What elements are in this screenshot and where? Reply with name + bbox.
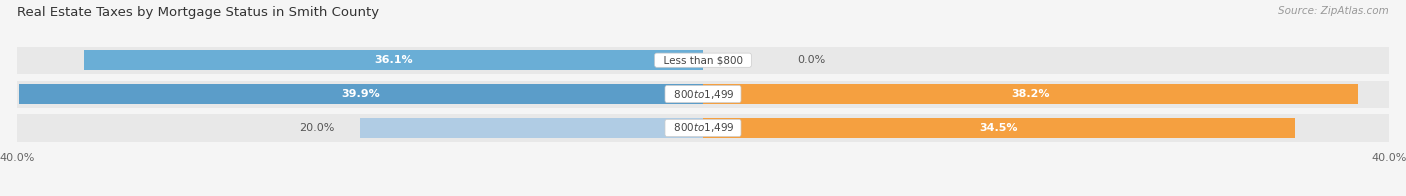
Text: Real Estate Taxes by Mortgage Status in Smith County: Real Estate Taxes by Mortgage Status in … (17, 6, 380, 19)
Text: 38.2%: 38.2% (1011, 89, 1050, 99)
Bar (703, 84, 1358, 104)
Text: Less than $800: Less than $800 (657, 55, 749, 65)
Text: 20.0%: 20.0% (299, 123, 335, 133)
Text: 0.0%: 0.0% (797, 55, 825, 65)
Bar (18, 84, 703, 104)
Bar (360, 118, 703, 138)
Text: Source: ZipAtlas.com: Source: ZipAtlas.com (1278, 6, 1389, 16)
Text: $800 to $1,499: $800 to $1,499 (666, 122, 740, 134)
Text: 36.1%: 36.1% (374, 55, 413, 65)
Text: 34.5%: 34.5% (980, 123, 1018, 133)
Text: 39.9%: 39.9% (342, 89, 380, 99)
Bar (17, 47, 1389, 74)
Text: $800 to $1,499: $800 to $1,499 (666, 88, 740, 101)
Bar (17, 114, 1389, 142)
Bar (84, 50, 703, 70)
Bar (703, 118, 1295, 138)
Bar (17, 81, 1389, 108)
